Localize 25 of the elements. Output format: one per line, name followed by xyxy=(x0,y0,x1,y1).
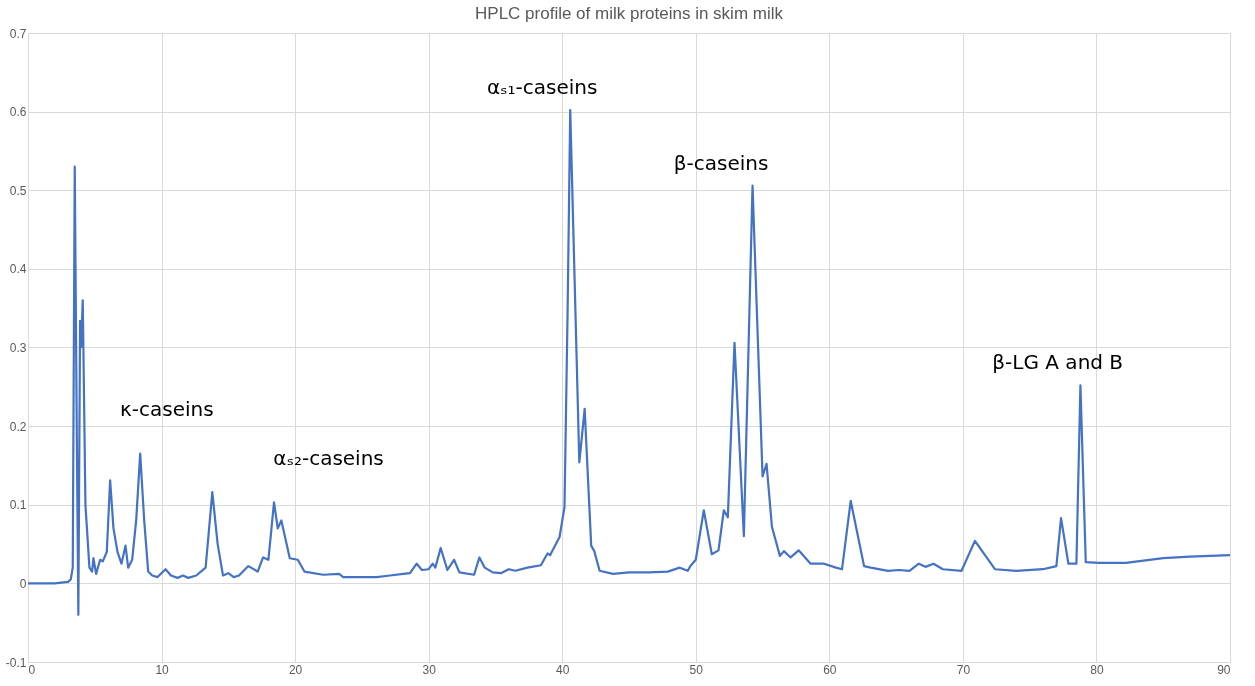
x-tick-label: 40 xyxy=(556,662,570,677)
annotation: β-caseins xyxy=(673,151,769,176)
y-tick-label: 0.6 xyxy=(9,105,27,120)
chart-title: HPLC profile of milk proteins in skim milk xyxy=(475,4,784,23)
x-tick-label: 10 xyxy=(155,662,170,677)
y-tick-label: -0.1 xyxy=(5,655,27,670)
annotation: αₛ₂-caseins xyxy=(273,446,384,471)
y-tick-label: 0.3 xyxy=(9,341,27,355)
y-tick-label: 0 xyxy=(19,576,27,591)
x-tick-label: 50 xyxy=(689,662,704,677)
annotation: κ-caseins xyxy=(120,397,214,422)
line-series xyxy=(26,108,1232,616)
y-tick-label: 0.4 xyxy=(9,262,27,277)
x-tick-label: 60 xyxy=(823,662,837,677)
x-tick-label: 80 xyxy=(1090,662,1104,677)
annotation: β-LG A and B xyxy=(992,350,1124,375)
x-tick-label: 20 xyxy=(288,662,303,677)
y-tick-label: 0.5 xyxy=(9,183,27,198)
x-tick-label: 90 xyxy=(1217,662,1231,677)
x-tick-label: 70 xyxy=(956,662,971,677)
x-tick-label: 30 xyxy=(422,662,437,677)
y-tick-label: 0.2 xyxy=(9,419,27,434)
y-tick-label: 0.1 xyxy=(9,498,27,513)
y-tick-label: 0.7 xyxy=(9,26,27,41)
annotation: αₛ₁-caseins xyxy=(486,75,598,100)
